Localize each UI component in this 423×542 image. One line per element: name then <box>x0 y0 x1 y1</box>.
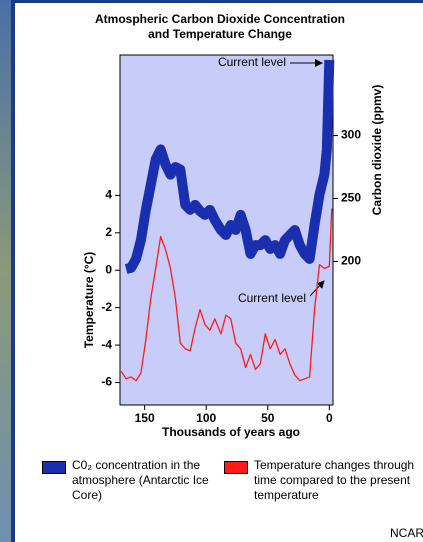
chart-title: Atmospheric Carbon Dioxide Concentration… <box>90 12 350 42</box>
y2-tick-label: 200 <box>341 254 361 268</box>
legend-swatch <box>42 461 66 474</box>
annotation: Current level <box>238 291 306 305</box>
annotation: Current level <box>218 55 286 69</box>
y-tick-label: -2 <box>101 300 112 314</box>
x-axis-label: Thousands of years ago <box>162 425 300 439</box>
legend-label: Temperature changes through time compare… <box>254 458 419 503</box>
legend-label: C0₂ concentration in the atmosphere (Ant… <box>72 458 212 503</box>
x-tick-label: 150 <box>135 411 155 425</box>
y-tick-label: -4 <box>101 337 112 351</box>
y2-tick-label: 300 <box>341 128 361 142</box>
credit: NCAR <box>390 526 423 540</box>
y-tick-label: 0 <box>105 262 112 276</box>
photo-strip <box>0 0 11 542</box>
y2-tick-label: 250 <box>341 191 361 205</box>
x-tick-label: 100 <box>196 411 216 425</box>
y2-axis-label: Carbon dioxide (ppmv) <box>370 85 384 216</box>
y-tick-label: 4 <box>105 188 112 202</box>
y-tick-label: 2 <box>105 225 112 239</box>
y-axis-label: Temperature (°C) <box>82 252 96 349</box>
page: Thousands of years ago Temperature (°C) … <box>0 0 423 542</box>
y-tick-label: -6 <box>101 375 112 389</box>
legend-swatch <box>224 461 248 474</box>
x-tick-label: 50 <box>261 411 275 425</box>
x-tick-label: 0 <box>326 411 333 425</box>
